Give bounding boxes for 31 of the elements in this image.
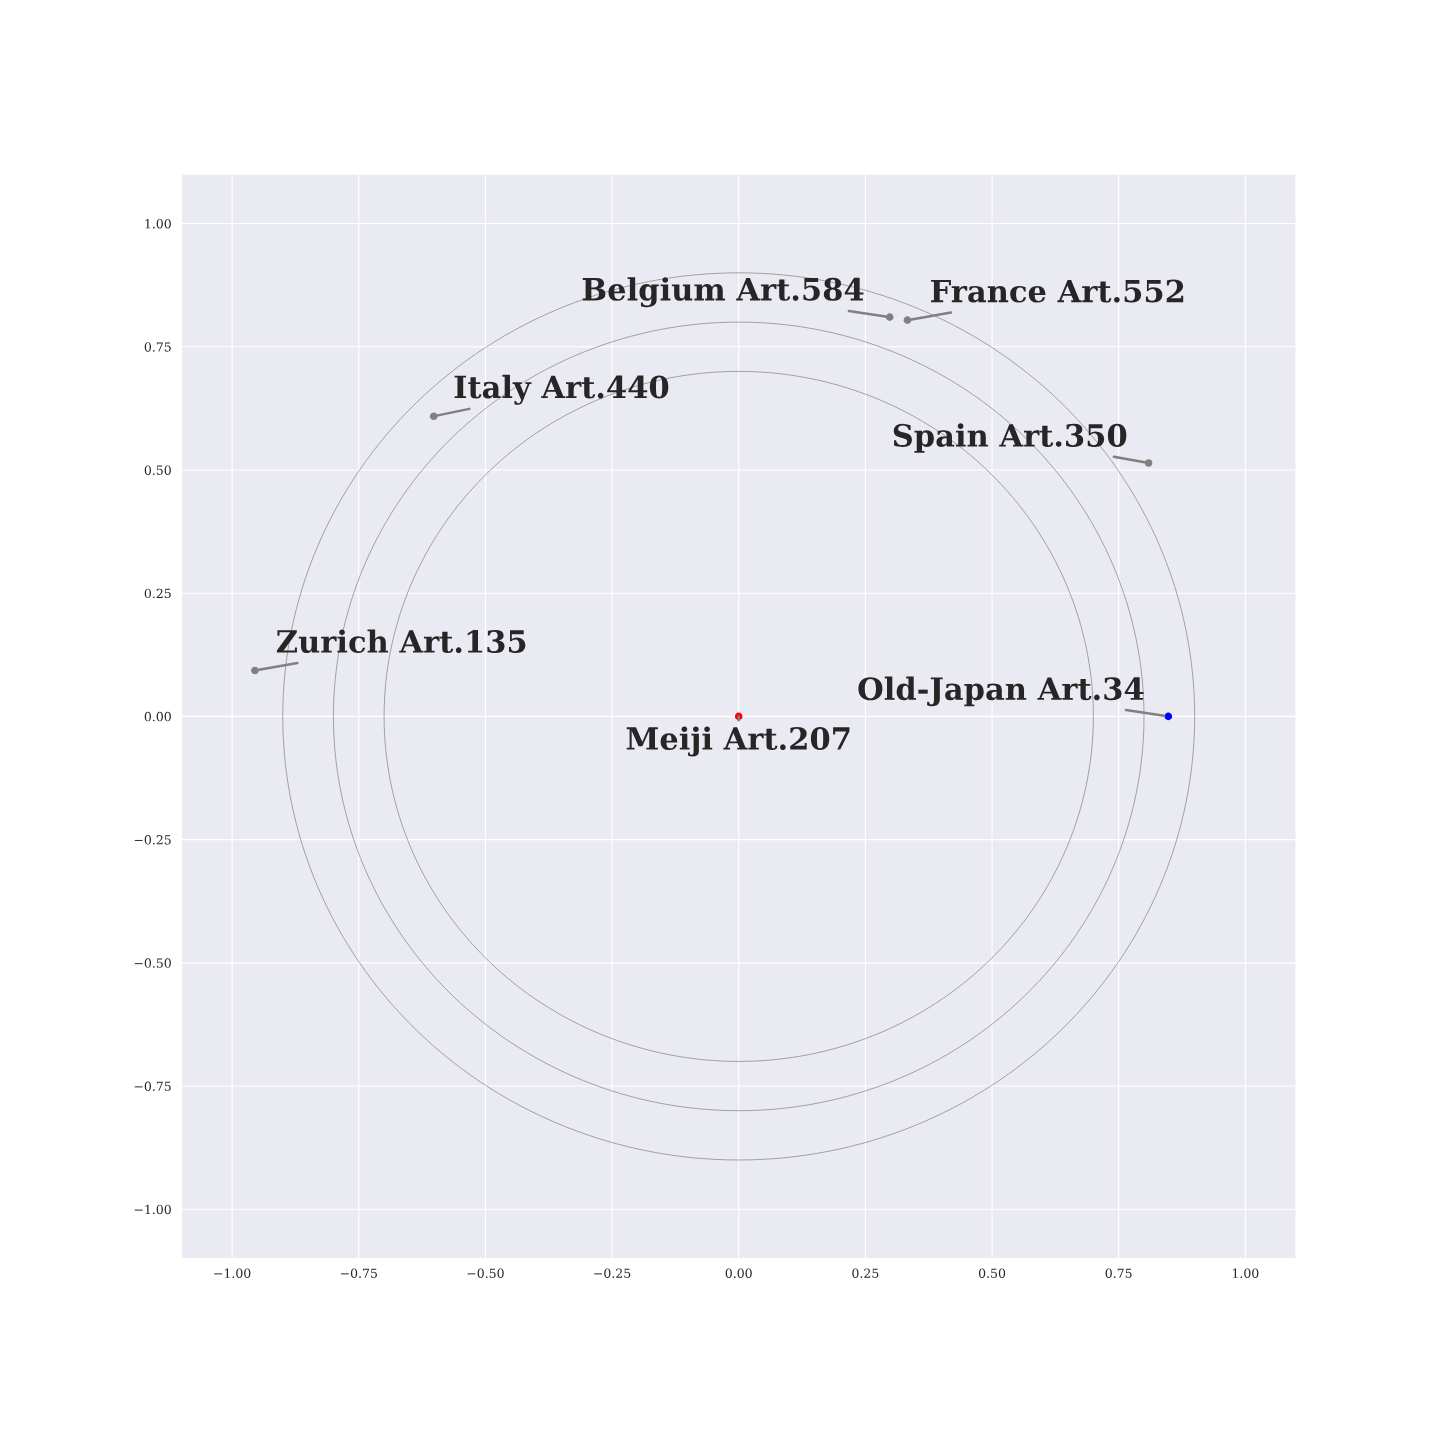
x-tick-label: −1.00	[214, 1268, 251, 1278]
x-tick-label: 0.75	[1105, 1268, 1132, 1278]
y-tick-label: 0.75	[144, 342, 171, 352]
y-tick-label: 0.50	[144, 465, 171, 475]
annotation: France Art.552	[931, 279, 1184, 303]
point	[251, 666, 259, 675]
y-tick-label: 0.00	[144, 711, 171, 722]
annotation: Zurich Art.135	[276, 629, 526, 654]
x-tick-label: 0.25	[852, 1268, 879, 1278]
point	[429, 412, 438, 421]
x-tick-label: −0.50	[467, 1268, 504, 1278]
x-tick-label: −0.75	[340, 1268, 377, 1278]
y-tick-label: 1.00	[145, 219, 171, 229]
y-tick-label: −0.25	[134, 835, 171, 845]
y-tick-label: −1.00	[134, 1204, 171, 1215]
x-tick-label: 0.00	[725, 1268, 752, 1278]
x-tick-label: −0.25	[594, 1268, 631, 1278]
x-tick-label: 0.50	[978, 1268, 1006, 1278]
y-tick-label: 0.25	[144, 588, 171, 599]
point	[1144, 459, 1153, 467]
point	[903, 316, 912, 324]
annotation: Meiji Art.207	[626, 726, 850, 757]
y-tick-label: −0.50	[134, 958, 171, 968]
annotation: Spain Art.350	[893, 423, 1127, 453]
y-tick-label: −0.75	[134, 1081, 171, 1091]
point	[885, 313, 894, 321]
x-tick-label: 1.00	[1232, 1268, 1259, 1278]
point	[1164, 712, 1173, 721]
annotation: Old-Japan Art.34	[858, 676, 1144, 707]
annotation: Italy Art.440	[454, 374, 669, 405]
annotation: Belgium Art.584	[582, 277, 864, 308]
